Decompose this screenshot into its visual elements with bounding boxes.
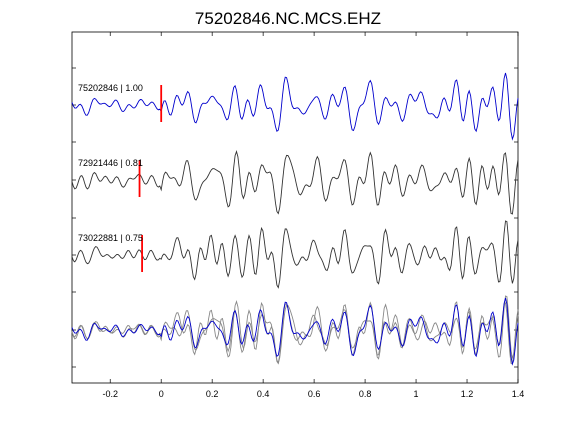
plot-frame <box>71 31 519 384</box>
axis-ticks <box>72 32 519 383</box>
trace-line <box>71 72 519 141</box>
trace-line <box>71 220 519 289</box>
x-tick-label: 1.2 <box>461 389 474 399</box>
trace-label: 75202846 | 1.00 <box>78 83 143 93</box>
x-tick-label: 0.6 <box>308 389 321 399</box>
x-tick-labels: -0.2 0 0.2 0.4 0.6 0.8 1 1.2 1.4 <box>102 389 524 399</box>
trace-line <box>71 149 519 215</box>
x-tick-label: 1.4 <box>512 389 525 399</box>
seismic-traces: 75202846 | 1.00 72921446 | 0.81 73022881 |… <box>71 72 519 289</box>
x-tick-label: 0.2 <box>206 389 219 399</box>
trace-label: 73022881 | 0.75 <box>78 233 143 243</box>
x-tick-label: 0.4 <box>257 389 270 399</box>
chart-title: 75202846.NC.MCS.EHZ <box>195 9 381 28</box>
overlay-stack <box>71 295 519 366</box>
trace-label: 72921446 | 0.81 <box>78 158 143 168</box>
stack-line <box>71 297 519 366</box>
x-tick-label: -0.2 <box>102 389 118 399</box>
x-tick-label: 1 <box>414 389 419 399</box>
x-tick-label: 0 <box>159 389 164 399</box>
x-tick-label: 0.8 <box>359 389 372 399</box>
